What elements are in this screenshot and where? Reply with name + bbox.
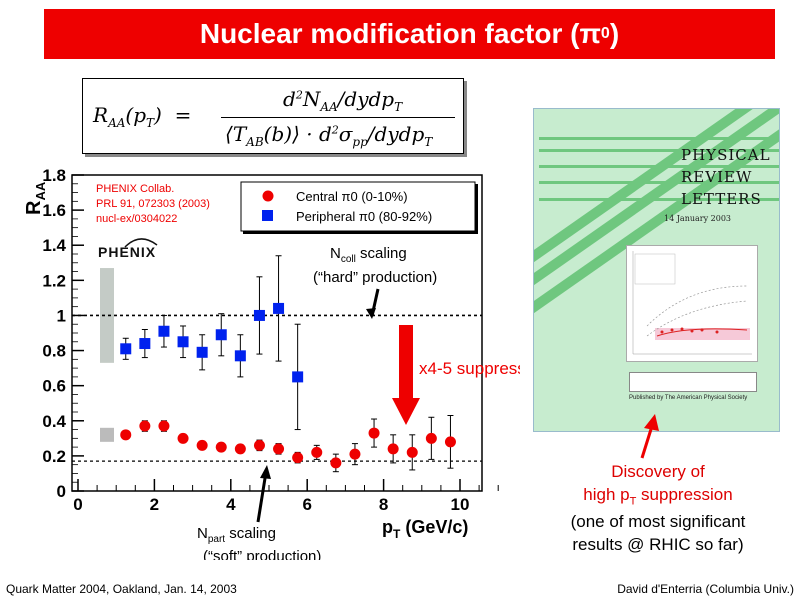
- cover-figure: [626, 245, 758, 362]
- central-point: [425, 432, 437, 444]
- cover-arrow: [640, 414, 659, 459]
- discovery-note-1: (one of most significant: [570, 512, 746, 531]
- central-point: [292, 452, 304, 464]
- phenix-logo-arc: [124, 238, 158, 248]
- peripheral-point: [158, 325, 170, 337]
- npart-sublabel: (“soft” production): [203, 548, 321, 560]
- discovery-line-2: high pT suppression: [583, 485, 733, 508]
- peripheral-point: [196, 346, 208, 358]
- central-point: [158, 420, 170, 432]
- ncoll-sublabel: (“hard” production): [313, 269, 437, 286]
- legend-label-central: Central π0 (0-10%): [296, 189, 408, 204]
- formula-lhs: RAA(pT) =: [93, 103, 192, 130]
- peripheral-point: [253, 309, 265, 321]
- central-point: [120, 429, 132, 441]
- central-point: [330, 457, 342, 469]
- raa-chart: 0 2 4 6 8 10 0 0.2 0.4 0.6 0.8 1 1.2 1.4 1.6 1.8 RAA pT…: [23, 166, 520, 560]
- x-tick-label: 2: [150, 495, 159, 514]
- discovery-text: Discovery of high pT suppression: [548, 460, 768, 513]
- peripheral-point: [234, 350, 246, 362]
- discovery-note: (one of most significant results @ RHIC …: [540, 510, 776, 556]
- footer-right: David d'Enterria (Columbia Univ.): [617, 582, 794, 596]
- x-tick-label: 8: [379, 495, 388, 514]
- x-tick-label: 6: [302, 495, 311, 514]
- y-tick-label: 0.4: [42, 412, 66, 431]
- phenix-logo-text: PHENIX: [98, 244, 156, 260]
- slide-title: Nuclear modification factor (π 0): [44, 9, 775, 59]
- central-point: [406, 446, 418, 458]
- y-tick-label: 1.4: [42, 236, 66, 255]
- footer-left: Quark Matter 2004, Oakland, Jan. 14, 200…: [6, 582, 237, 596]
- x-tick-label: 4: [226, 495, 236, 514]
- y-tick-label: 1.6: [42, 201, 66, 220]
- cover-publisher: Published by The American Physical Socie…: [629, 395, 748, 401]
- formula-fraction-bar: [221, 117, 455, 118]
- legend-marker-central: [262, 190, 274, 202]
- y-tick-label: 0.6: [42, 377, 66, 396]
- legend: Central π0 (0-10%) Peripheral π0 (80-92%…: [240, 181, 478, 234]
- prl-cover: PHYSICAL REVIEW LETTERS 14 January 2003 …: [533, 108, 780, 432]
- central-point: [387, 443, 399, 455]
- npart-arrow: [256, 471, 268, 523]
- y-tick-label: 1.2: [42, 271, 66, 290]
- central-point: [177, 432, 189, 444]
- peripheral-point: [177, 336, 189, 348]
- legend-marker-peripheral: [262, 210, 273, 221]
- phenix-logo: PHENIX: [98, 238, 158, 260]
- suppression-label: x4-5 suppression: [419, 359, 520, 378]
- cover-journal-title: PHYSICAL REVIEW LETTERS: [681, 146, 771, 208]
- central-point: [139, 420, 151, 432]
- central-point: [196, 439, 208, 451]
- normalization-box: [100, 268, 114, 363]
- y-tick-label: 1.8: [42, 166, 66, 185]
- title-superscript: 0: [600, 25, 610, 42]
- y-axis-label: RAA: [23, 181, 48, 215]
- reference-line-2: PRL 91, 072303 (2003): [96, 198, 210, 210]
- central-point: [234, 443, 246, 455]
- x-axis-label: pT (GeV/c): [382, 517, 468, 541]
- discovery-note-2: results @ RHIC so far): [572, 535, 744, 554]
- y-tick-label: 0: [57, 482, 66, 501]
- suppression-arrow-head: [392, 398, 420, 425]
- cover-date: 14 January 2003: [664, 214, 732, 223]
- peripheral-point: [215, 329, 227, 341]
- legend-label-peripheral: Peripheral π0 (80-92%): [296, 209, 432, 224]
- peripheral-point: [120, 343, 132, 355]
- central-point: [253, 439, 265, 451]
- legend-box: [240, 181, 476, 232]
- y-tick-label: 1: [57, 306, 66, 325]
- central-point: [273, 443, 285, 455]
- legend-shadow: [243, 231, 477, 234]
- x-tick-label: 0: [73, 495, 82, 514]
- suppression-arrow-shaft: [399, 325, 413, 400]
- formula-numerator: d2NAA/dydpT: [283, 87, 403, 114]
- ncoll-label: Ncoll scaling: [330, 245, 407, 265]
- peripheral-point: [273, 302, 285, 314]
- peripheral-point: [139, 338, 151, 350]
- x-tick-label: 10: [451, 495, 470, 514]
- cover-footer-box: [629, 372, 757, 392]
- central-point: [444, 436, 456, 448]
- reference-line-1: PHENIX Collab.: [96, 183, 174, 195]
- raa-formula: RAA(pT) = d2NAA/dydpT ⟨TAB(b)⟩ · d2σpp/d…: [82, 78, 464, 154]
- central-point: [311, 446, 323, 458]
- y-tick-label: 0.8: [42, 342, 66, 361]
- npart-label: Npart scaling: [197, 525, 276, 545]
- discovery-line-1: Discovery of: [611, 462, 705, 481]
- central-point: [349, 448, 361, 460]
- title-text: Nuclear modification factor (π: [199, 18, 601, 49]
- normalization-box: [100, 427, 114, 442]
- formula-denominator: ⟨TAB(b)⟩ · d2σpp/dydpT: [225, 122, 433, 149]
- reference-line-3: nucl-ex/0304022: [96, 213, 177, 225]
- central-point: [215, 441, 227, 453]
- peripheral-point: [292, 371, 304, 383]
- central-point: [368, 427, 380, 439]
- title-end: ): [609, 18, 620, 49]
- y-tick-label: 0.2: [42, 447, 66, 466]
